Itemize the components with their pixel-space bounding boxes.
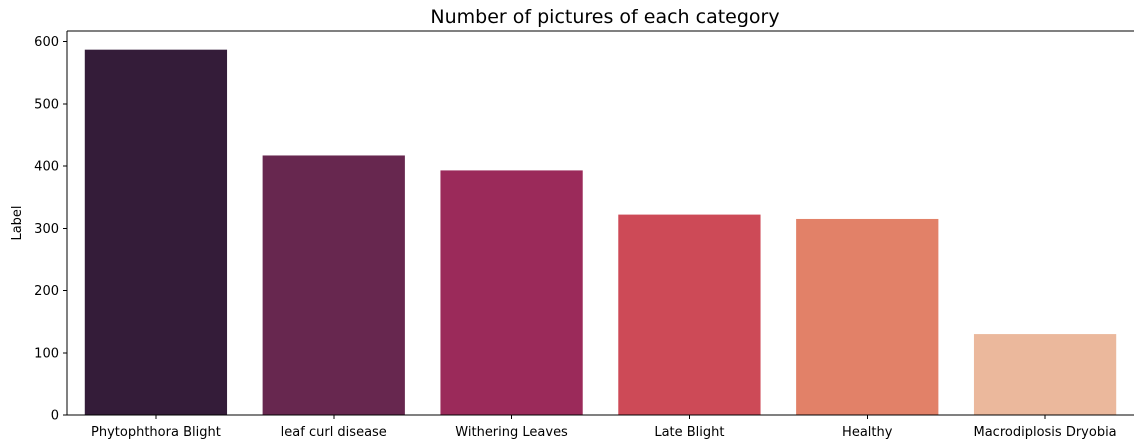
x-tick-label: Macrodiplosis Dryobia [974,425,1117,440]
x-tick-label: Healthy [842,425,893,440]
y-tick-label: 600 [34,35,59,50]
bar-late-blight [618,214,761,415]
x-tick-label: Late Blight [654,425,724,440]
y-axis-label: Label [10,205,25,240]
x-tick-label: Withering Leaves [455,425,568,440]
bar-withering-leaves [440,170,583,415]
x-tick-label: Phytophthora Blight [91,425,221,440]
bar-healthy [796,218,939,415]
x-tick-label: leaf curl disease [281,425,387,440]
y-tick-label: 300 [34,222,59,237]
bar-group [84,49,1117,415]
y-tick-label: 500 [34,97,59,112]
y-tick-label: 100 [34,346,59,361]
x-axis-ticks: Phytophthora Blight leaf curl disease With… [91,415,1117,440]
y-tick-label: 400 [34,160,59,175]
y-tick-label: 200 [34,284,59,299]
y-tick-label: 0 [51,409,59,424]
bar-macrodiplosis-dryobia [973,334,1117,415]
bar-phytophthora-blight [84,49,228,415]
y-axis-ticks: 0 100 200 300 400 500 600 [34,35,67,424]
chart-title: Number of pictures of each category [430,6,779,28]
bar-leaf-curl-disease [262,155,405,415]
